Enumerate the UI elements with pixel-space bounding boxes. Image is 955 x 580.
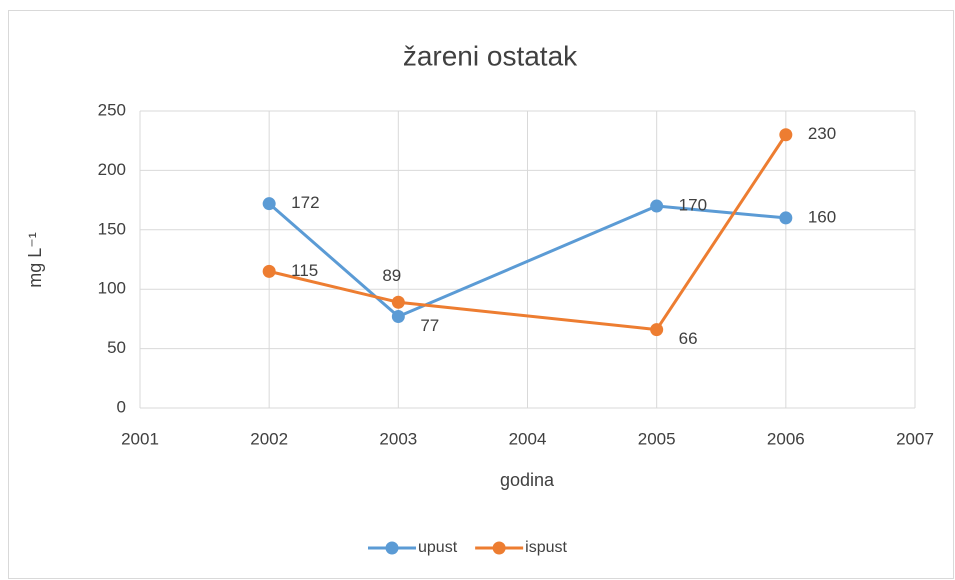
x-tick-label: 2006 — [767, 429, 805, 448]
y-tick-label: 150 — [98, 219, 126, 238]
legend-label: upust — [418, 539, 458, 556]
chart-border — [8, 10, 954, 579]
x-tick-label: 2005 — [638, 429, 676, 448]
x-tick-label: 2001 — [121, 429, 159, 448]
data-label: 77 — [420, 316, 439, 335]
y-tick-label: 0 — [117, 397, 126, 416]
data-point — [262, 197, 276, 211]
data-label: 115 — [291, 261, 318, 280]
data-label: 172 — [291, 193, 319, 212]
y-tick-label: 50 — [107, 338, 126, 357]
x-tick-label: 2004 — [509, 429, 547, 448]
y-axis-label: mg L⁻¹ — [25, 232, 45, 288]
legend-label: ispust — [525, 539, 567, 556]
x-tick-label: 2003 — [379, 429, 417, 448]
data-label: 66 — [679, 329, 698, 348]
x-tick-label: 2002 — [250, 429, 288, 448]
x-axis-label: godina — [500, 470, 555, 490]
data-point — [779, 128, 793, 142]
series-line — [268, 202, 786, 319]
y-tick-label: 100 — [98, 279, 126, 298]
y-tick-label: 200 — [98, 160, 126, 179]
data-label: 89 — [382, 266, 401, 285]
legend-marker — [385, 541, 399, 555]
series-line — [268, 133, 788, 332]
x-tick-label: 2007 — [896, 429, 934, 448]
data-point — [262, 264, 276, 278]
data-point — [391, 295, 405, 309]
chart-title: žareni ostatak — [403, 40, 578, 71]
data-label: 160 — [808, 207, 836, 226]
data-point — [650, 323, 664, 337]
y-tick-label: 250 — [98, 100, 126, 119]
data-label: 230 — [808, 124, 836, 143]
data-point — [650, 199, 664, 213]
legend-marker — [492, 541, 506, 555]
data-point — [779, 211, 793, 225]
data-point — [391, 310, 405, 324]
data-label: 170 — [679, 196, 707, 215]
